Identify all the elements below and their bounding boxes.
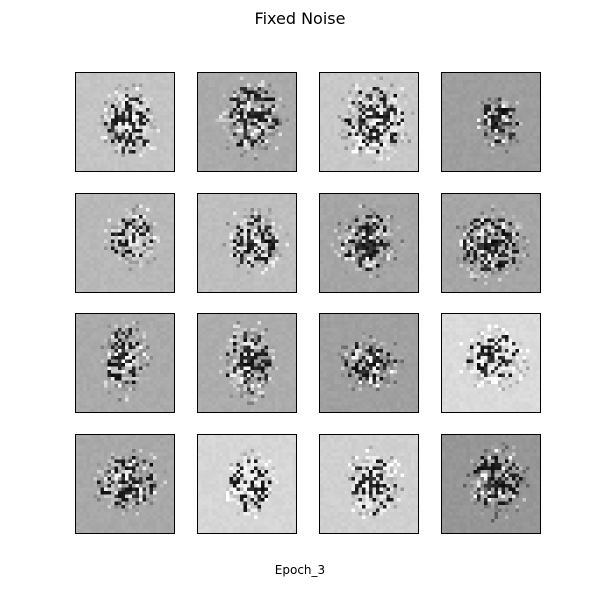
sample-image [75,192,175,293]
sample-image [441,313,541,413]
sample-image [441,72,541,172]
sample-image [75,433,175,534]
sample-pixels [76,73,174,171]
sample-pixels [320,193,418,292]
sample-image [441,433,541,534]
sample-image [319,433,419,534]
sample-image [319,72,419,172]
sample-image [197,72,297,172]
sample-image [197,192,297,293]
sample-pixels [442,73,540,171]
sample-pixels [76,193,174,292]
figure-caption: Epoch_3 [274,563,326,577]
sample-image [197,433,297,534]
sample-image [319,313,419,413]
sample-pixels [198,73,296,171]
sample-pixels [320,314,418,412]
sample-pixels [198,314,296,412]
sample-pixels [198,434,296,533]
sample-pixels [442,314,540,412]
sample-pixels [442,193,540,292]
sample-image [441,192,541,293]
sample-grid [75,72,541,534]
sample-image [197,313,297,413]
sample-image [75,313,175,413]
sample-pixels [320,73,418,171]
sample-image [75,72,175,172]
sample-pixels [76,314,174,412]
figure-title: Fixed Noise [254,9,346,28]
sample-pixels [320,434,418,533]
sample-pixels [198,193,296,292]
sample-pixels [76,434,174,533]
sample-pixels [442,434,540,533]
sample-image [319,192,419,293]
